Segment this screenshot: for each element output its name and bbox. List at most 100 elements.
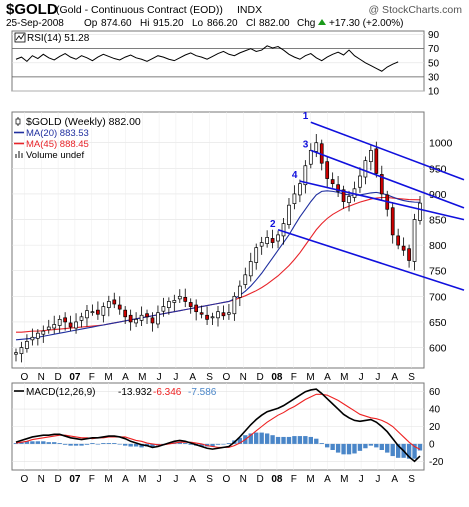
macd-x-tick: D (256, 474, 263, 485)
rsi-legend: RSI(14) 51.28 (14, 32, 90, 44)
macd-y-tick: 60 (429, 387, 441, 398)
low-label: Lo (192, 18, 204, 29)
macd-hist-bar (30, 441, 35, 444)
macd-hist-bar (188, 443, 193, 445)
price-candle (177, 289, 182, 303)
macd-hist-bar (183, 443, 188, 444)
macd-x-tick: J (157, 474, 162, 485)
price-y-tick: 650 (429, 317, 447, 329)
candle-body (401, 245, 406, 251)
macd-y-axis: 60 40 20 0 -20 (429, 387, 444, 468)
price-candle (145, 309, 149, 324)
candle-body (167, 301, 171, 308)
macd-x-tick: A (324, 474, 331, 485)
macd-x-tick: J (173, 474, 178, 485)
channel-label: 4 (292, 170, 298, 181)
candle-body (308, 150, 313, 165)
price-candle (237, 280, 242, 307)
price-candle (90, 304, 95, 316)
candle-body (79, 316, 84, 321)
macd-x-tick: A (122, 474, 129, 485)
candle-body (314, 142, 319, 152)
price-candle (259, 236, 264, 255)
macd-hist-bar (248, 433, 253, 444)
price-candle (161, 297, 166, 317)
price-x-tick: D (54, 372, 61, 383)
macd-hist-bar (237, 437, 243, 444)
macd-legend: MACD(12,26,9) -13.932 -6.346 -7.586 (14, 387, 217, 398)
candle-body (161, 306, 166, 312)
macd-x-tick: 08 (271, 474, 283, 485)
price-candle (41, 325, 46, 343)
candle-body (46, 326, 51, 330)
price-candle (117, 296, 122, 315)
macd-hist-bar (281, 436, 286, 444)
macd-hist-bar (308, 436, 313, 444)
price-candle (30, 328, 35, 346)
price-y-tick: 1000 (429, 138, 453, 150)
price-candle (276, 230, 280, 249)
macd-hist-bar (395, 443, 401, 458)
channel-label: 2 (270, 219, 276, 230)
candle-body (112, 299, 117, 305)
macd-hist-bar (41, 441, 46, 444)
channel-label: 3 (303, 139, 309, 150)
candle-body (412, 219, 417, 262)
price-candle (210, 312, 215, 325)
macd-x-tick: O (223, 474, 231, 485)
candle-body (128, 314, 133, 323)
macd-legend-label: MACD(12,26,9) (26, 387, 95, 398)
price-x-tick: J (173, 372, 178, 383)
macd-hist-bar (286, 436, 292, 444)
price-x-tick: S (206, 372, 213, 383)
price-candle (74, 313, 78, 334)
macd-hist-bar (73, 443, 79, 446)
quote-date: 25-Sep-2008 (6, 18, 64, 29)
rsi-legend-label: RSI(14) 51.28 (27, 33, 90, 44)
candle-body (150, 317, 155, 324)
price-candle (35, 329, 40, 346)
high-label: Hi (140, 18, 149, 29)
price-candle (96, 301, 100, 320)
macd-hist-bar (385, 443, 390, 453)
price-candle (254, 243, 259, 270)
price-candle (369, 144, 373, 171)
price-candle (265, 230, 269, 248)
price-candle (221, 305, 226, 320)
macd-hist-bar (84, 443, 90, 445)
channel-line (299, 180, 465, 221)
price-candle (205, 306, 209, 325)
price-candle (128, 309, 133, 331)
price-x-tick: M (340, 372, 348, 383)
macd-x-tick: F (89, 474, 95, 485)
price-candle (106, 295, 111, 317)
macd-hist-bar (379, 443, 384, 450)
price-x-axis: O N D 07 F M A M J J A S O N D 08 F M A M J J A S (21, 372, 416, 383)
candle-body (281, 223, 286, 237)
macd-hist-bar (133, 443, 139, 447)
candle-body (19, 347, 24, 355)
price-x-tick: A (391, 372, 398, 383)
price-x-tick: N (240, 372, 247, 383)
macd-hist-bar (24, 441, 30, 444)
macd-hist-bar (199, 443, 204, 447)
candle-body (216, 311, 220, 319)
price-candle (330, 172, 335, 188)
macd-hist-bar (374, 443, 379, 448)
price-candle (336, 176, 340, 197)
close-value: 882.00 (259, 18, 290, 29)
candle-body (379, 174, 384, 195)
candle-body (374, 148, 379, 174)
macd-hist-bar (62, 443, 68, 445)
candle-body (248, 261, 253, 277)
price-x-tick: N (38, 372, 45, 383)
macd-line (15, 388, 421, 463)
macd-hist-bar (335, 443, 341, 453)
macd-hist-bar (275, 436, 281, 444)
price-x-tick: 08 (271, 372, 283, 383)
candle-body (265, 237, 269, 244)
macd-hist-bar (254, 432, 259, 444)
macd-hist-bar (221, 443, 226, 445)
candle-body (96, 309, 100, 315)
